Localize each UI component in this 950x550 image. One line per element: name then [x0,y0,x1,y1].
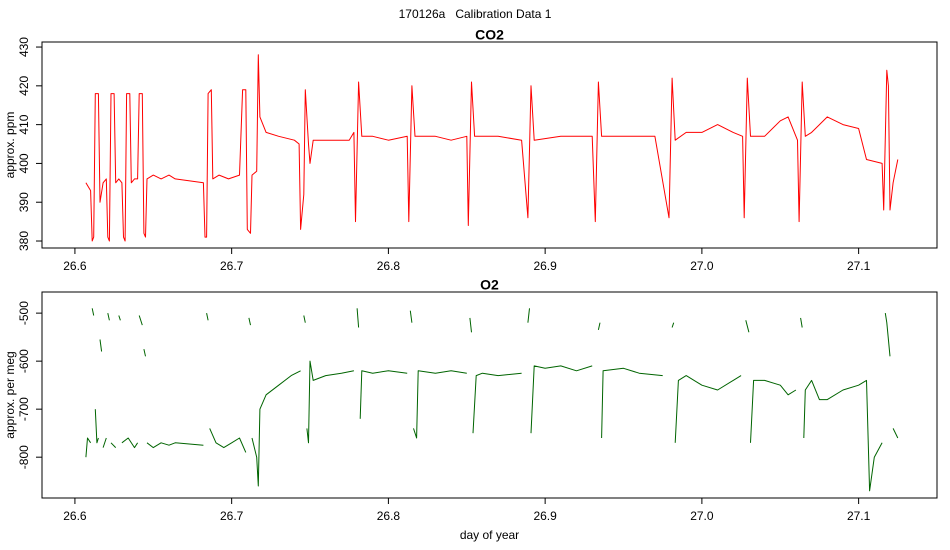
figure-title: 170126a Calibration Data 1 [399,7,552,21]
y-tick-label: 400 [17,153,31,173]
data-line [85,308,899,492]
plot-frame [41,41,938,249]
panel-title: CO2 [475,27,504,43]
x-tick-label: 26.8 [377,259,401,273]
x-tick-label: 26.6 [63,509,87,523]
panel-title: O2 [480,277,499,293]
x-tick-label: 27.0 [690,259,714,273]
y-tick-label: 430 [17,37,31,57]
plot-frame [41,291,938,499]
y-tick-label: -700 [17,397,31,421]
x-tick-label: 27.1 [847,509,871,523]
x-tick-label: 26.7 [220,259,244,273]
x-tick-label: 26.7 [220,509,244,523]
y-axis-label: approx. ppm [3,112,17,179]
y-tick-label: 380 [17,231,31,251]
y-tick-label: -500 [17,301,31,325]
x-tick-label: 26.9 [533,259,557,273]
x-tick-label: 27.1 [847,259,871,273]
y-tick-label: 410 [17,114,31,134]
x-tick-label: 27.0 [690,509,714,523]
x-tick-label: 26.8 [377,509,401,523]
x-tick-label: 26.6 [63,259,87,273]
y-axis-label: approx. per meg [3,351,17,438]
y-tick-label: -600 [17,349,31,373]
y-tick-label: 420 [17,76,31,96]
x-axis-label: day of year [460,528,519,542]
x-tick-label: 26.9 [533,509,557,523]
y-tick-label: 390 [17,192,31,212]
y-tick-label: -800 [17,445,31,469]
data-line [85,54,899,242]
